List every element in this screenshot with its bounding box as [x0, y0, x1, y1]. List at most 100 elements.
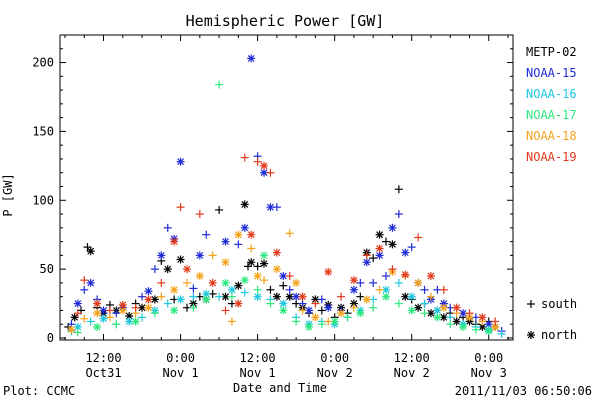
point-south	[285, 285, 294, 294]
point-south	[420, 299, 429, 308]
point-south	[375, 285, 384, 294]
point-south	[349, 303, 358, 312]
point-south	[189, 292, 198, 301]
series-noaa-19	[73, 153, 500, 326]
point-south	[471, 325, 480, 334]
point-north	[484, 327, 493, 336]
point-north	[414, 303, 423, 312]
y-tick-label: 0	[47, 331, 54, 345]
point-south	[298, 299, 307, 308]
point-north	[362, 258, 371, 267]
point-north	[311, 313, 320, 322]
point-north	[93, 299, 102, 308]
point-south	[394, 210, 403, 219]
point-north	[202, 289, 211, 298]
point-north	[349, 285, 358, 294]
point-south	[105, 313, 114, 322]
x-tick-time: 12:00	[85, 351, 121, 365]
plot-timestamp: 2011/11/03 06:50:06	[455, 384, 592, 398]
point-north	[208, 278, 217, 287]
point-south	[195, 210, 204, 219]
point-north	[292, 278, 301, 287]
point-north	[426, 309, 435, 318]
y-tick-label: 200	[32, 56, 54, 70]
point-north	[195, 251, 204, 260]
point-south	[138, 313, 147, 322]
point-north	[382, 292, 391, 301]
point-south	[414, 233, 423, 242]
point-south	[356, 278, 365, 287]
point-north	[163, 265, 172, 274]
point-south	[83, 243, 92, 252]
marker-legend-label: south	[541, 297, 577, 311]
point-north	[401, 270, 410, 279]
point-north	[99, 306, 108, 315]
point-north	[253, 292, 262, 301]
point-north	[388, 223, 397, 232]
point-south	[80, 285, 89, 294]
point-south	[73, 309, 82, 318]
point-north	[253, 272, 262, 281]
point-south	[112, 320, 121, 329]
point-south	[394, 185, 403, 194]
point-south	[382, 237, 391, 246]
point-south	[243, 262, 252, 271]
point-south	[497, 329, 506, 338]
point-north	[234, 230, 243, 239]
point-south	[362, 251, 371, 260]
y-tick-label: 100	[32, 193, 54, 207]
point-south	[202, 230, 211, 239]
point-south	[311, 299, 320, 308]
south-marker-icon	[527, 300, 535, 308]
marker-legend-label: north	[541, 328, 577, 342]
point-north	[86, 247, 95, 256]
point-north	[465, 313, 474, 322]
x-tick-date: Nov 3	[471, 366, 507, 380]
point-north	[459, 322, 468, 331]
point-south	[138, 292, 147, 301]
point-south	[215, 292, 224, 301]
point-south	[215, 205, 224, 214]
point-north	[73, 299, 82, 308]
point-north	[478, 313, 487, 322]
y-tick-label: 50	[40, 262, 54, 276]
point-south	[439, 285, 448, 294]
marker-legend: south north	[527, 297, 577, 342]
point-south	[285, 229, 294, 238]
point-south	[227, 292, 236, 301]
x-axis-label: Date and Time	[233, 381, 327, 395]
point-north	[362, 295, 371, 304]
point-south	[253, 285, 262, 294]
point-north	[221, 278, 230, 287]
point-north	[452, 317, 461, 326]
point-north	[426, 272, 435, 281]
point-north	[337, 309, 346, 318]
point-north	[118, 300, 127, 309]
north-marker-icon	[527, 331, 535, 339]
point-south	[369, 278, 378, 287]
point-north	[221, 237, 230, 246]
point-north	[247, 230, 256, 239]
x-tick-date: Oct31	[85, 366, 121, 380]
point-south	[382, 272, 391, 281]
point-north	[234, 299, 243, 308]
point-south	[163, 223, 172, 232]
point-south	[266, 168, 275, 177]
point-south	[215, 80, 224, 89]
point-north	[260, 259, 269, 268]
point-south	[189, 284, 198, 293]
legend: METP-02 NOAA-15 NOAA-16 NOAA-17 NOAA-18 NOAA-…	[526, 45, 577, 164]
point-south	[317, 295, 326, 304]
point-south	[266, 299, 275, 308]
point-north	[401, 248, 410, 257]
point-south	[491, 317, 500, 326]
plot-credit: Plot: CCMC	[3, 384, 75, 398]
point-north	[176, 157, 185, 166]
x-tick-time: 0:00	[474, 351, 503, 365]
point-south	[163, 299, 172, 308]
point-south	[285, 272, 294, 281]
point-south	[227, 317, 236, 326]
plot-frame	[59, 34, 514, 341]
point-north	[292, 292, 301, 301]
